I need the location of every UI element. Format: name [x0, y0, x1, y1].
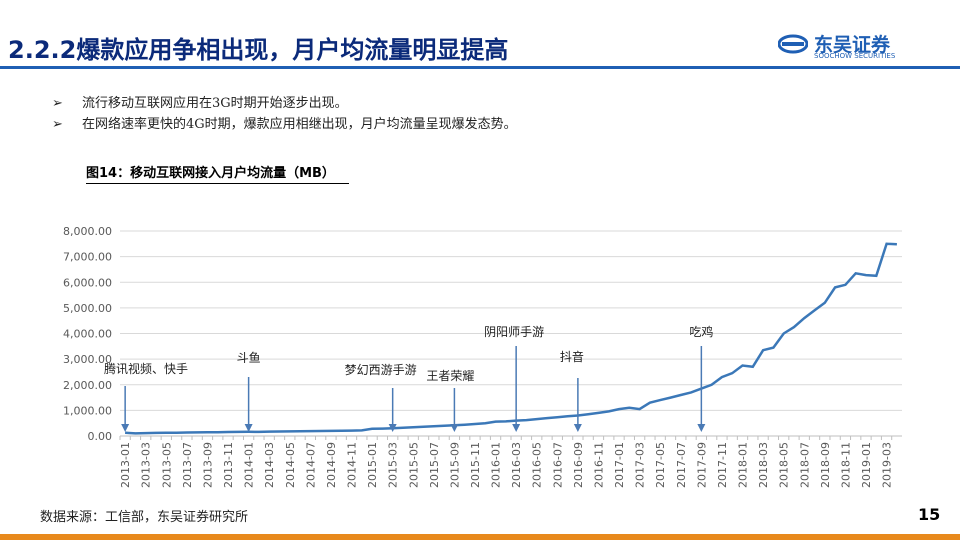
x-tick-label: 2017-07 [675, 442, 688, 488]
x-tick-label: 2016-01 [490, 442, 503, 488]
slide-title: 2.2.2爆款应用争相出现，月户均流量明显提高 [8, 36, 509, 64]
logo-text: 东吴证券 [814, 34, 891, 56]
x-tick-label: 2018-03 [757, 442, 770, 488]
bullet: ➢ 在网络速率更快的4G时期，爆款应用相继出现，月户均流量呈现爆发态势。 [52, 117, 517, 132]
x-tick-label: 2017-11 [716, 442, 729, 488]
chart-title: 图14：移动互联网接入月户均流量（MB） [86, 162, 349, 184]
x-tick-label: 2018-07 [798, 442, 811, 488]
x-tick-label: 2014-11 [346, 442, 359, 488]
x-tick-label: 2013-07 [181, 442, 194, 488]
x-tick-label: 2015-03 [387, 442, 400, 488]
x-tick-label: 2018-05 [778, 442, 791, 488]
x-tick-label: 2014-03 [263, 442, 276, 488]
y-tick-label: 3,000.00 [63, 353, 112, 366]
x-tick-label: 2018-01 [737, 442, 750, 488]
annotation-label: 梦幻西游手游 [345, 363, 417, 377]
x-tick-label: 2015-11 [469, 442, 482, 488]
y-tick-label: 7,000.00 [63, 251, 112, 264]
annotation-label: 斗鱼 [237, 351, 261, 365]
x-tick-label: 2014-07 [304, 442, 317, 488]
x-tick-label: 2015-01 [366, 442, 379, 488]
x-tick-label: 2015-05 [407, 442, 420, 488]
y-tick-label: 6,000.00 [63, 276, 112, 289]
y-tick-label: 1,000.00 [63, 404, 112, 417]
x-tick-label: 2016-05 [531, 442, 544, 488]
x-tick-label: 2016-03 [510, 442, 523, 488]
annotation-label: 吃鸡 [689, 324, 713, 339]
bullet-list: ➢ 流行移动互联网应用在3G时期开始逐步出现。 ➢ 在网络速率更快的4G时期，爆款应… [52, 92, 517, 134]
y-tick-label: 8,000.00 [63, 225, 112, 238]
annotation-arrowhead [573, 424, 582, 432]
annotation-label: 王者荣耀 [426, 369, 474, 383]
x-tick-label: 2018-09 [819, 442, 832, 488]
annotation-arrowhead [121, 424, 130, 432]
x-tick-label: 2013-03 [140, 442, 153, 488]
x-tick-label: 2019-03 [881, 442, 894, 488]
x-tick-label: 2013-11 [222, 442, 235, 488]
page-number: 15 [918, 505, 941, 524]
annotation-arrowhead [244, 424, 253, 432]
x-tick-label: 2017-03 [634, 442, 647, 488]
x-tick-label: 2016-07 [551, 442, 564, 488]
x-tick-label: 2013-01 [119, 442, 132, 488]
annotation-label: 阴阳师手游 [484, 325, 544, 339]
logo-subtext: SOOCHOW SECURITIES [814, 52, 896, 60]
annotation-arrowhead [450, 424, 459, 432]
logo-mark [778, 34, 808, 54]
annotation-arrowhead [697, 424, 706, 432]
x-tick-label: 2017-09 [695, 442, 708, 488]
x-tick-label: 2017-05 [654, 442, 667, 488]
annotation-arrowhead [388, 424, 397, 432]
bullet-text: 在网络速率更快的4G时期，爆款应用相继出现，月户均流量呈现爆发态势。 [82, 117, 517, 132]
bullet-text: 流行移动互联网应用在3G时期开始逐步出现。 [82, 96, 348, 111]
line-series [125, 242, 897, 435]
y-tick-label: 0.00 [88, 430, 113, 443]
annotation-label: 抖音 [560, 349, 584, 364]
bullet: ➢ 流行移动互联网应用在3G时期开始逐步出现。 [52, 96, 348, 111]
x-tick-label: 2014-09 [325, 442, 338, 488]
y-tick-label: 5,000.00 [63, 302, 112, 315]
footer-bar [0, 534, 960, 540]
x-tick-label: 2015-07 [428, 442, 441, 488]
annotation-label: 腾讯视频、快手 [104, 361, 188, 376]
x-tick-label: 2016-11 [592, 442, 605, 488]
source: 数据来源：工信部，东吴证券研究所 [40, 510, 249, 525]
annotation-arrowhead [512, 424, 521, 432]
x-tick-label: 2013-09 [201, 442, 214, 488]
x-tick-label: 2014-01 [243, 442, 256, 488]
x-tick-label: 2014-05 [284, 442, 297, 488]
divider [0, 66, 960, 69]
x-tick-label: 2017-01 [613, 442, 626, 488]
x-tick-label: 2013-05 [160, 442, 173, 488]
x-tick-label: 2018-11 [839, 442, 852, 488]
y-tick-label: 2,000.00 [63, 379, 112, 392]
x-tick-label: 2019-01 [860, 442, 873, 488]
x-tick-label: 2015-09 [448, 442, 461, 488]
x-tick-label: 2016-09 [572, 442, 585, 488]
y-tick-label: 4,000.00 [63, 328, 112, 341]
